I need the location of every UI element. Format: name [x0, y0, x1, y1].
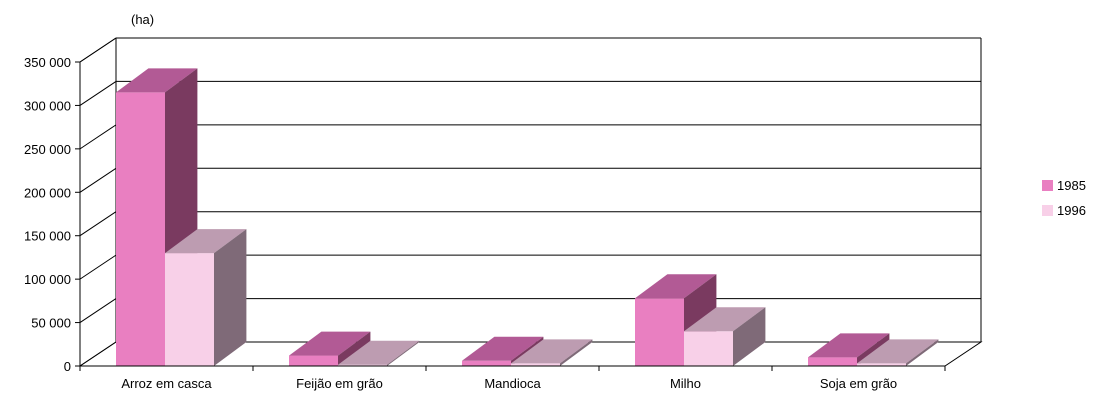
bar-top: [338, 340, 420, 365]
bar: [165, 229, 247, 366]
bar-side: [387, 340, 420, 366]
bar-top: [857, 339, 939, 364]
bar-front: [338, 364, 387, 366]
x-tick-label: Milho: [670, 376, 701, 391]
bar-front: [116, 92, 165, 367]
left-wall-gridline: [79, 124, 117, 150]
bar-front: [462, 360, 511, 366]
bar-side: [733, 307, 766, 366]
left-wall-gridline: [79, 341, 117, 367]
legend-swatch: [1042, 180, 1053, 191]
bar-side: [338, 331, 371, 366]
left-wall-gridline: [79, 254, 117, 280]
bar-front: [635, 298, 684, 366]
bar-front: [857, 363, 906, 366]
bar: [684, 307, 766, 366]
bar: [289, 331, 371, 366]
y-tick-label: 200 000: [24, 185, 71, 200]
bar-side: [906, 339, 939, 366]
bar-top: [116, 68, 198, 93]
x-tick-label: Soja em grão: [820, 376, 897, 391]
left-wall-gridline: [79, 81, 117, 106]
legend-label: 1985: [1057, 178, 1086, 193]
y-tick-label: 350 000: [24, 55, 71, 70]
y-tick-label: 250 000: [24, 142, 71, 157]
bars: [116, 68, 939, 367]
bar-top: [165, 229, 247, 254]
x-tick-label: Arroz em casca: [121, 376, 212, 391]
y-tick-label: 0: [64, 359, 71, 374]
bar-top: [808, 333, 890, 358]
bar-front: [808, 357, 857, 366]
x-axis: Arroz em casca Feijão em grão Mandioca Milh…: [79, 365, 946, 391]
x-tick-label: Feijão em grão: [296, 376, 383, 391]
left-wall-gridline: [79, 211, 117, 237]
bar-top: [462, 336, 544, 361]
bar-side: [560, 339, 593, 366]
legend: 1985 1996: [1042, 178, 1086, 218]
bar: [338, 340, 420, 366]
left-wall-gridline: [79, 298, 117, 323]
bar-top: [684, 307, 766, 332]
x-tick-label: Mandioca: [484, 376, 541, 391]
left-wall-gridline: [79, 37, 117, 63]
left-wall-gridline: [79, 167, 117, 193]
bar-top: [635, 274, 717, 299]
y-axis: 0 50 000 100 000 150 000 200 000 250 000 300 0…: [24, 55, 81, 374]
bar-front: [165, 253, 214, 366]
y-tick-label: 150 000: [24, 229, 71, 244]
bar-front: [684, 331, 733, 366]
legend-label: 1996: [1057, 203, 1086, 218]
y-axis-unit-label: (ha): [131, 12, 154, 27]
bar: [511, 339, 593, 366]
y-tick-label: 300 000: [24, 98, 71, 113]
bar-top: [289, 331, 371, 356]
bar-side: [214, 229, 247, 366]
bar: [857, 339, 939, 366]
legend-swatch: [1042, 205, 1053, 216]
bar-front: [289, 355, 338, 366]
bar-front: [511, 363, 560, 366]
y-tick-label: 50 000: [31, 316, 71, 331]
y-tick-label: 100 000: [24, 272, 71, 287]
bar-top: [511, 339, 593, 364]
